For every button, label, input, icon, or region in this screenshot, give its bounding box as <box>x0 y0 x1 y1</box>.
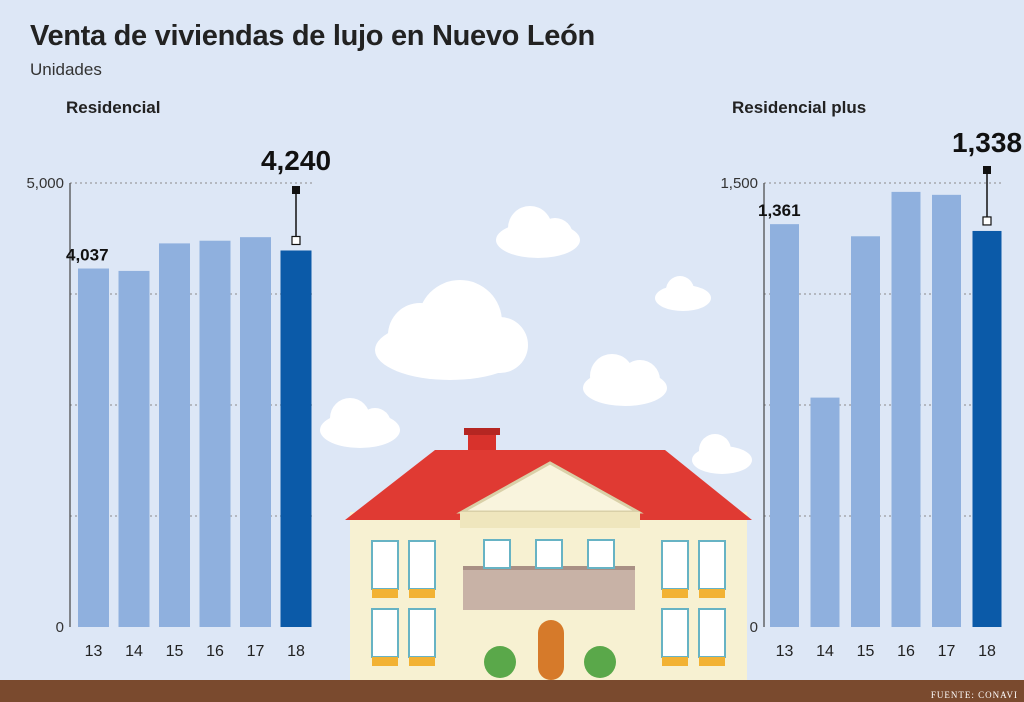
panel-title-residencial-plus: Residencial plus <box>732 98 867 117</box>
bar <box>891 191 921 627</box>
bar <box>851 236 880 627</box>
x-tick-label: 16 <box>206 643 224 660</box>
x-tick-label: 18 <box>287 643 305 660</box>
y-tick-label: 5,000 <box>26 175 64 192</box>
x-tick-label: 17 <box>938 643 956 660</box>
chart-residencial: 0 5,000 13 14 15 16 17 18 4,037 4,240 <box>26 145 331 660</box>
bar <box>199 240 231 627</box>
bar-highlight <box>280 250 312 627</box>
y-tick-label: 0 <box>750 619 758 636</box>
chart-subtitle: Unidades <box>30 60 102 79</box>
bar <box>118 270 150 627</box>
data-label-emphasis: 4,240 <box>261 145 331 176</box>
panel-title-residencial: Residencial <box>66 98 161 117</box>
source-note: FUENTE: CONAVI <box>930 690 1018 700</box>
chart-title: Venta de viviendas de lujo en Nuevo León <box>30 20 595 52</box>
bar <box>932 194 961 627</box>
bar <box>159 243 190 627</box>
cloud-decoration <box>583 354 667 406</box>
cloud-decoration <box>375 280 528 380</box>
x-tick-label: 13 <box>85 643 103 660</box>
x-tick-label: 16 <box>897 643 915 660</box>
bar-highlight <box>972 230 1002 627</box>
x-tick-label: 14 <box>125 643 143 660</box>
x-tick-label: 13 <box>776 643 794 660</box>
cloud-decoration <box>692 434 752 474</box>
data-label: 4,037 <box>66 246 109 265</box>
house-illustration <box>345 428 752 684</box>
chart-residencial-plus: 0 1,500 13 14 15 16 17 18 1,361 1,338 <box>720 127 1022 660</box>
current-year-marker <box>982 216 992 226</box>
ground-strip <box>0 680 1024 702</box>
x-tick-label: 15 <box>857 643 875 660</box>
x-tick-label: 15 <box>166 643 184 660</box>
cloud-decoration <box>496 206 580 258</box>
x-tick-label: 17 <box>247 643 265 660</box>
y-tick-label: 0 <box>56 619 64 636</box>
bar <box>810 397 840 627</box>
current-year-marker <box>291 235 301 246</box>
bar <box>770 224 799 628</box>
data-label-emphasis: 1,338 <box>952 127 1022 158</box>
x-tick-label: 14 <box>816 643 834 660</box>
cloud-decoration <box>320 398 400 448</box>
data-label: 1,361 <box>758 201 801 220</box>
x-tick-label: 18 <box>978 643 996 660</box>
bar <box>240 237 271 627</box>
y-tick-label: 1,500 <box>720 175 758 192</box>
cloud-decoration <box>655 276 711 311</box>
bar <box>78 268 109 627</box>
